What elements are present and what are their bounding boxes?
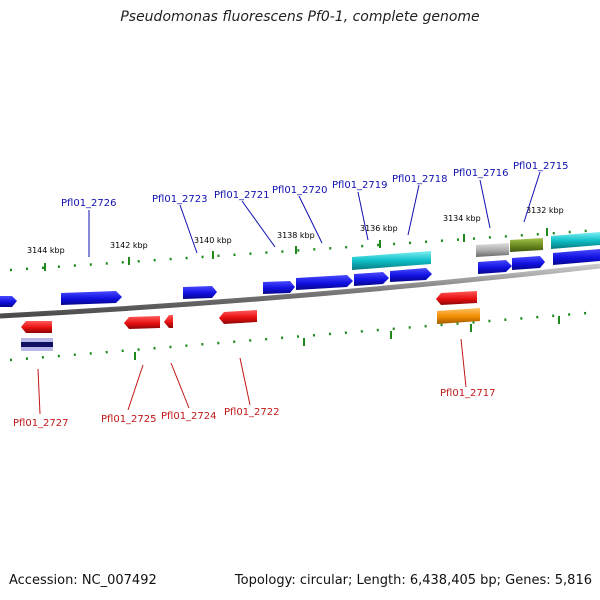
upper-tick-row [9, 228, 600, 272]
gene-arrow [436, 291, 477, 305]
tick-label: 3136 kbp [360, 224, 398, 233]
tick-label: 3144 kbp [27, 246, 65, 255]
gene-label: Pfl01_2725 [101, 414, 157, 425]
gene-label: Pfl01_2717 [440, 388, 496, 399]
gene-label: Pfl01_2721 [214, 190, 270, 201]
kbp-labels: 3144 kbp 3142 kbp 3140 kbp 3138 kbp 3136… [27, 206, 564, 255]
tick-label: 3132 kbp [526, 206, 564, 215]
gene-arrow [0, 296, 17, 307]
accession-text: Accession: NC_007492 [9, 573, 157, 588]
gene-arrow [553, 249, 600, 265]
gene-label: Pfl01_2723 [152, 194, 208, 205]
gene-label: Pfl01_2726 [61, 198, 117, 209]
gene-arrow [478, 260, 512, 274]
gene-label: Pfl01_2720 [272, 185, 328, 196]
forward-outer-features [352, 232, 600, 270]
gene-arrow [61, 291, 122, 305]
map-title: Pseudomonas fluorescens Pf0-1, complete … [120, 9, 480, 25]
reverse-genes [21, 291, 477, 333]
gene-arrow [164, 315, 173, 328]
gene-arrow [296, 275, 353, 290]
olive-feature [510, 238, 543, 252]
orange-feature [437, 308, 480, 324]
cyan-feature [352, 251, 431, 270]
tick-label: 3134 kbp [443, 214, 481, 223]
gene-arrow [512, 256, 545, 270]
upper-gene-labels: Pfl01_2726 Pfl01_2723 Pfl01_2721 Pfl01_2… [61, 161, 569, 209]
gene-label: Pfl01_2715 [513, 161, 569, 172]
genome-backbone [0, 263, 600, 319]
lower-leader-lines [37, 338, 467, 415]
tick-label: 3142 kbp [110, 241, 148, 250]
gene-label: Pfl01_2718 [392, 174, 448, 185]
gene-label: Pfl01_2722 [224, 407, 280, 418]
gene-arrow [124, 316, 160, 329]
gene-arrow [183, 286, 217, 299]
lower-tick-row [9, 310, 600, 362]
forward-genes [0, 249, 600, 307]
gene-label: Pfl01_2727 [13, 418, 69, 429]
gene-label: Pfl01_2719 [332, 180, 388, 191]
lower-gene-labels: Pfl01_2727 Pfl01_2725 Pfl01_2724 Pfl01_2… [13, 388, 496, 429]
reverse-outer-features [21, 308, 480, 351]
gene-label: Pfl01_2724 [161, 411, 217, 422]
cyan-feature [551, 232, 600, 249]
gene-arrow [219, 310, 257, 324]
gene-arrow [263, 281, 295, 294]
gene-arrow [21, 321, 52, 333]
gene-label: Pfl01_2716 [453, 168, 509, 179]
gene-arrow [354, 272, 389, 286]
upper-leader-lines [88, 171, 541, 257]
gene-arrow [390, 268, 432, 282]
tick-label: 3140 kbp [194, 236, 232, 245]
gray-feature [476, 243, 509, 257]
genome-summary-text: Topology: circular; Length: 6,438,405 bp… [234, 573, 592, 588]
tick-label: 3138 kbp [277, 231, 315, 240]
